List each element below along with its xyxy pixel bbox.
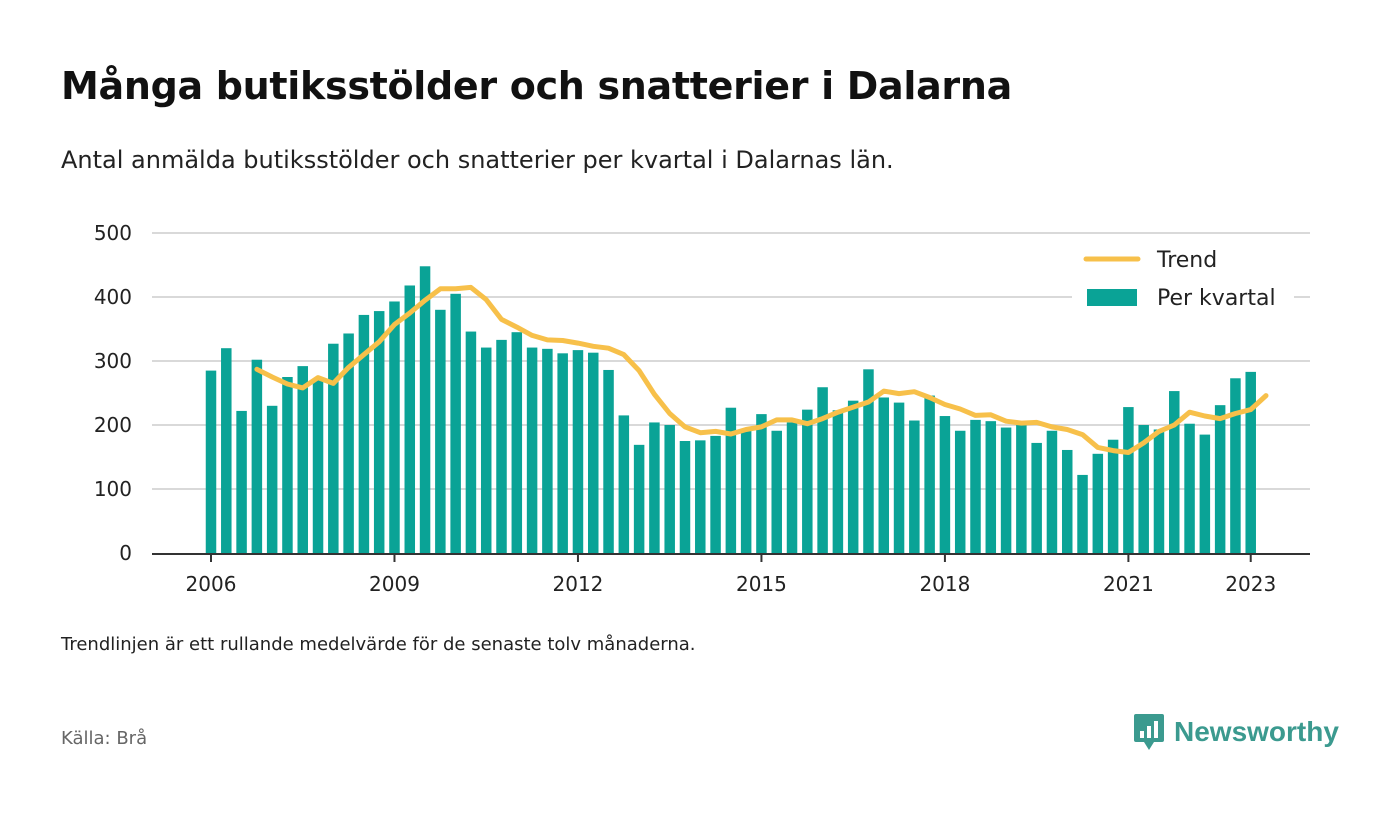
bar [725,407,737,553]
trend-note: Trendlinjen är ett rullande medelvärde f… [61,634,696,655]
bar [221,348,232,553]
bar [542,348,553,553]
bar [878,397,890,553]
bar [450,293,461,553]
bar [603,369,614,553]
bar [526,347,538,553]
bar [771,430,782,553]
bar [404,285,416,553]
bar [618,415,630,553]
bar [1061,449,1073,553]
bar [1123,407,1134,553]
bar [1230,378,1241,553]
bar [710,435,721,553]
y-tick-label: 0 [119,541,132,565]
bar [1000,427,1012,553]
brand-name: Newsworthy [1174,716,1339,747]
bar [312,380,324,553]
bar [1016,425,1027,553]
legend-trend-label: Trend [1156,248,1217,273]
legend-bg [1072,236,1294,324]
newsworthy-brand[interactable]: Newsworthy [1132,712,1339,752]
bar [588,352,599,553]
bar [985,421,997,553]
x-axis-ticks: 2006 2009 2012 2015 2018 2021 2023 [186,554,1276,596]
bar [802,409,813,553]
bar [251,359,263,553]
bar [557,353,568,553]
legend: Trend Per kvartal [1072,236,1294,324]
bar [649,422,660,553]
y-tick-label: 400 [94,285,132,309]
bars-per-kvartal [205,266,1256,553]
bar [572,350,584,553]
y-tick-label: 300 [94,349,132,373]
x-tick-label: 2006 [186,572,237,596]
bar [909,420,920,553]
bar [435,309,446,553]
bar [924,395,935,553]
chart-subtitle: Antal anmälda butiksstölder och snatteri… [61,146,894,174]
y-tick-label: 100 [94,477,132,501]
bar [970,419,981,553]
bar [832,410,844,553]
bar [893,402,905,553]
bar [236,410,247,553]
x-tick-label: 2023 [1225,572,1276,596]
y-tick-label: 200 [94,413,132,437]
bar [282,377,293,553]
bar [1138,425,1149,553]
bar [664,425,675,553]
bar [954,430,966,553]
x-tick-label: 2009 [369,572,420,596]
legend-bar-label: Per kvartal [1157,286,1276,311]
bar [1153,429,1165,553]
bar [633,444,645,553]
bar [1169,391,1180,553]
bar [465,331,477,553]
trend-line [254,284,1269,455]
bar [205,370,217,553]
bar [1046,430,1058,553]
x-tick-label: 2018 [919,572,970,596]
bar [756,414,767,553]
bar [1077,474,1088,553]
bar [740,430,752,553]
bar [419,266,431,553]
bar [480,347,492,553]
bar [1214,405,1226,553]
bar [496,339,507,553]
bar [511,332,523,553]
bar [1107,439,1119,553]
bar [389,301,400,553]
bar [1092,453,1104,553]
bar [358,314,370,553]
x-tick-label: 2015 [736,572,787,596]
bar [863,369,874,553]
y-axis-ticks: 0 100 200 300 400 500 [94,221,132,565]
bar [297,366,308,553]
bar [786,422,798,553]
bar [679,441,691,553]
bar [847,400,859,553]
bar [817,387,828,553]
bar [939,416,951,553]
bar [373,311,385,553]
bar [328,343,339,553]
newsworthy-logo-icon [1134,714,1164,750]
bar [266,405,278,553]
x-tick-label: 2021 [1103,572,1154,596]
chart-title: Många butiksstölder och snatterier i Dal… [61,64,1012,108]
legend-bar-swatch [1087,289,1137,306]
source-label: Källa: Brå [61,728,148,749]
bar [1199,434,1211,553]
bar [1245,371,1256,553]
bar [1184,423,1195,553]
bar-line-chart: 0 100 200 300 400 500 2006 2009 2012 2015 2018 202… [94,221,1310,596]
y-tick-label: 500 [94,221,132,245]
bar [343,333,354,553]
bar [1031,442,1042,553]
x-tick-label: 2012 [553,572,604,596]
bar [695,440,706,553]
